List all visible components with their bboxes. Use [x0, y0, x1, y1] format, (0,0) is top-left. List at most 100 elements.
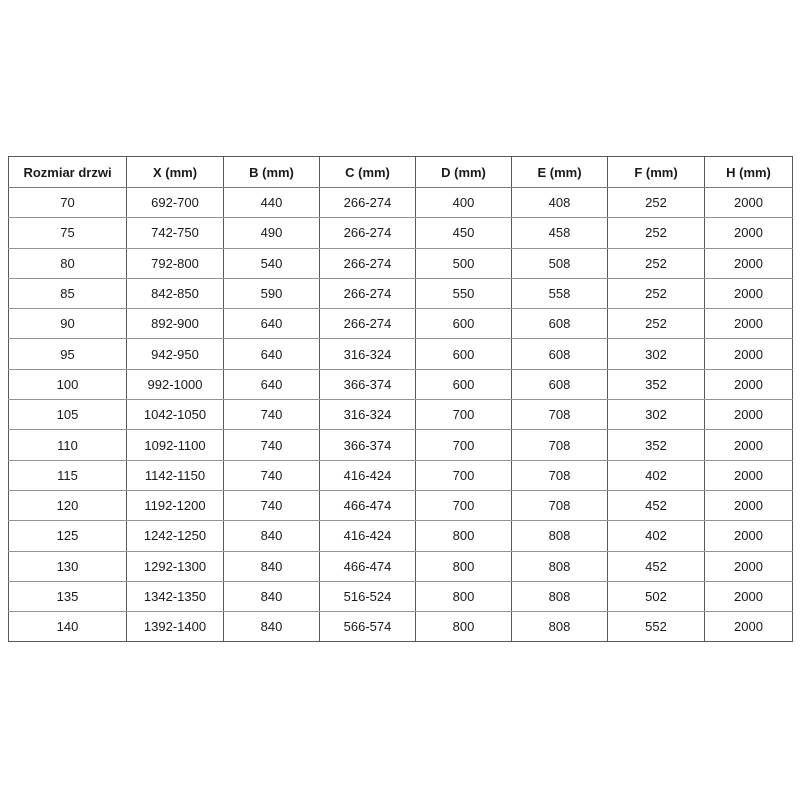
table-cell: 252: [607, 217, 705, 249]
table-cell: 2000: [704, 550, 793, 582]
table-cell: 708: [511, 429, 608, 461]
table-cell: 120: [8, 489, 127, 522]
table-cell: 490: [223, 217, 320, 249]
column-header: B (mm): [223, 156, 320, 188]
table-cell: 700: [415, 489, 512, 522]
table-cell: 266-274: [319, 247, 416, 279]
table-cell: 566-574: [319, 611, 416, 643]
table-cell: 516-524: [319, 580, 416, 613]
table-cell: 508: [511, 247, 608, 279]
table-cell: 452: [607, 489, 705, 522]
table-cell: 450: [415, 217, 512, 249]
table-cell: 1192-1200: [126, 489, 224, 522]
table-row: 120 1192-1200 740 466-474 700 708 452 2000: [8, 489, 793, 522]
table-cell: 458: [511, 217, 608, 249]
table-cell: 408: [511, 186, 608, 219]
table-cell: 316-324: [319, 338, 416, 370]
table-cell: 1092-1100: [126, 429, 224, 461]
table-cell: 502: [607, 580, 705, 613]
table-cell: 2000: [704, 277, 793, 310]
table-cell: 640: [223, 338, 320, 370]
table-cell: 115: [8, 459, 127, 491]
table-cell: 640: [223, 308, 320, 340]
table-cell: 302: [607, 338, 705, 370]
table-cell: 800: [415, 611, 512, 643]
table-cell: 85: [8, 277, 127, 310]
table-cell: 892-900: [126, 308, 224, 340]
table-cell: 70: [8, 186, 127, 219]
table-cell: 252: [607, 308, 705, 340]
table-body: 70 692-700 440 266-274 400 408 252 2000 75 742-75…: [8, 186, 793, 643]
table-cell: 402: [607, 520, 705, 552]
table-cell: 2000: [704, 217, 793, 249]
table-cell: 700: [415, 459, 512, 491]
table-cell: 608: [511, 308, 608, 340]
column-header: D (mm): [415, 156, 512, 188]
door-size-spec-table: Rozmiar drzwi X (mm) B (mm) C (mm) D (mm) E (…: [8, 156, 793, 643]
column-header: C (mm): [319, 156, 416, 188]
table-cell: 2000: [704, 186, 793, 219]
table-cell: 558: [511, 277, 608, 310]
table-cell: 2000: [704, 580, 793, 613]
table-cell: 100: [8, 368, 127, 401]
table-cell: 740: [223, 459, 320, 491]
table-cell: 2000: [704, 459, 793, 491]
column-header: X (mm): [126, 156, 224, 188]
column-header: E (mm): [511, 156, 608, 188]
table-cell: 2000: [704, 308, 793, 340]
table-header-row: Rozmiar drzwi X (mm) B (mm) C (mm) D (mm) E (…: [8, 156, 793, 188]
table-cell: 416-424: [319, 459, 416, 491]
table-cell: 2000: [704, 399, 793, 431]
table-cell: 550: [415, 277, 512, 310]
table-cell: 1142-1150: [126, 459, 224, 491]
table-cell: 540: [223, 247, 320, 279]
table-row: 130 1292-1300 840 466-474 800 808 452 2000: [8, 550, 793, 582]
table-row: 110 1092-1100 740 366-374 700 708 352 2000: [8, 429, 793, 461]
table-cell: 366-374: [319, 429, 416, 461]
table-cell: 800: [415, 520, 512, 552]
table-cell: 105: [8, 399, 127, 431]
table-cell: 840: [223, 550, 320, 582]
table-cell: 708: [511, 459, 608, 491]
table-cell: 700: [415, 429, 512, 461]
table-row: 100 992-1000 640 366-374 600 608 352 2000: [8, 368, 793, 401]
table-cell: 352: [607, 429, 705, 461]
table-cell: 600: [415, 308, 512, 340]
table-cell: 2000: [704, 247, 793, 279]
table-cell: 992-1000: [126, 368, 224, 401]
table-cell: 135: [8, 580, 127, 613]
table-cell: 792-800: [126, 247, 224, 279]
column-header: H (mm): [704, 156, 793, 188]
table-cell: 416-424: [319, 520, 416, 552]
table-cell: 2000: [704, 368, 793, 401]
table-cell: 252: [607, 247, 705, 279]
table-cell: 266-274: [319, 186, 416, 219]
table-cell: 1392-1400: [126, 611, 224, 643]
table-cell: 808: [511, 611, 608, 643]
table-cell: 742-750: [126, 217, 224, 249]
table-cell: 708: [511, 489, 608, 522]
table-cell: 80: [8, 247, 127, 279]
table-cell: 808: [511, 580, 608, 613]
table-cell: 95: [8, 338, 127, 370]
table-cell: 692-700: [126, 186, 224, 219]
table-cell: 800: [415, 580, 512, 613]
column-header: F (mm): [607, 156, 705, 188]
table-row: 70 692-700 440 266-274 400 408 252 2000: [8, 186, 793, 219]
table-cell: 466-474: [319, 489, 416, 522]
table-cell: 2000: [704, 489, 793, 522]
table-row: 95 942-950 640 316-324 600 608 302 2000: [8, 338, 793, 370]
table-row: 115 1142-1150 740 416-424 700 708 402 2000: [8, 459, 793, 491]
table-cell: 842-850: [126, 277, 224, 310]
table-header: Rozmiar drzwi X (mm) B (mm) C (mm) D (mm) E (…: [8, 156, 793, 188]
table-row: 105 1042-1050 740 316-324 700 708 302 2000: [8, 399, 793, 431]
table-cell: 440: [223, 186, 320, 219]
table-cell: 740: [223, 399, 320, 431]
table-cell: 942-950: [126, 338, 224, 370]
table-cell: 266-274: [319, 277, 416, 310]
table-cell: 740: [223, 489, 320, 522]
table-row: 90 892-900 640 266-274 600 608 252 2000: [8, 308, 793, 340]
table-cell: 2000: [704, 338, 793, 370]
table-cell: 600: [415, 338, 512, 370]
